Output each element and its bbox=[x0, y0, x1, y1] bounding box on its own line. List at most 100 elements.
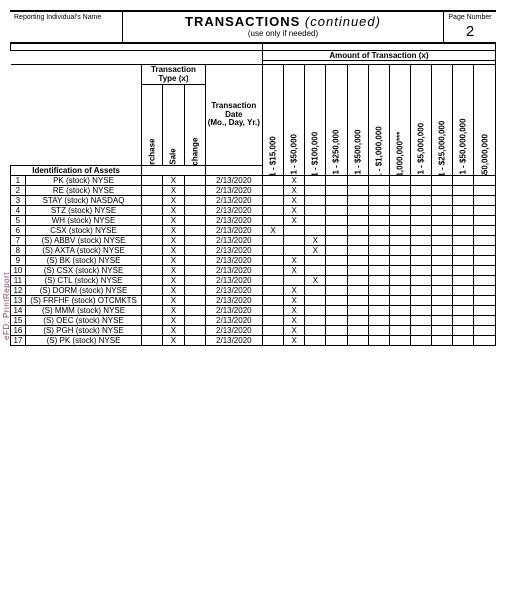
row-number: 7 bbox=[11, 236, 26, 246]
amount-cell bbox=[411, 226, 432, 236]
amount-cell: X bbox=[284, 336, 305, 346]
row-number: 12 bbox=[11, 286, 26, 296]
asset-cell: (S) FRFHF (stock) OTCMKTS bbox=[25, 296, 141, 306]
exchange-cell bbox=[184, 246, 205, 256]
amount-cell bbox=[262, 186, 283, 196]
amount-cell bbox=[347, 286, 368, 296]
purchase-cell bbox=[142, 186, 163, 196]
amount-cell bbox=[347, 216, 368, 226]
sale-cell: X bbox=[163, 196, 184, 206]
amount-cell bbox=[453, 276, 474, 286]
amount-cell bbox=[368, 326, 389, 336]
transaction-type-header: TransactionType (x) bbox=[142, 65, 205, 85]
amount-cell bbox=[347, 266, 368, 276]
amount-cell bbox=[305, 256, 326, 266]
transactions-table: Amount of Transaction (x) TransactionTyp… bbox=[10, 44, 496, 346]
amount-cell bbox=[262, 206, 283, 216]
asset-cell: RE (stock) NYSE bbox=[25, 186, 141, 196]
asset-cell: (S) MMM (stock) NYSE bbox=[25, 306, 141, 316]
table-row: 5WH (stock) NYSEX2/13/2020X bbox=[11, 216, 496, 226]
purchase-cell bbox=[142, 266, 163, 276]
table-row: 7(S) ABBV (stock) NYSEX2/13/2020X bbox=[11, 236, 496, 246]
amount-cell bbox=[411, 186, 432, 196]
sale-cell: X bbox=[163, 186, 184, 196]
asset-cell: (S) CTL (stock) NYSE bbox=[25, 276, 141, 286]
amount-cell bbox=[262, 176, 283, 186]
purchase-cell bbox=[142, 236, 163, 246]
exchange-cell bbox=[184, 276, 205, 286]
amount-cell bbox=[305, 226, 326, 236]
amount-cell bbox=[368, 246, 389, 256]
amount-cell bbox=[432, 286, 453, 296]
amount-cell bbox=[347, 206, 368, 216]
amount-cell bbox=[453, 176, 474, 186]
amount-cell bbox=[305, 336, 326, 346]
table-row: 12(S) DORM (stock) NYSEX2/13/2020X bbox=[11, 286, 496, 296]
amount-cell bbox=[474, 326, 496, 336]
amount-cell bbox=[347, 296, 368, 306]
amount-cell bbox=[326, 236, 347, 246]
row-number: 1 bbox=[11, 176, 26, 186]
amount-cell bbox=[368, 286, 389, 296]
amount-cell bbox=[432, 176, 453, 186]
row-number: 5 bbox=[11, 216, 26, 226]
amount-cell: X bbox=[284, 196, 305, 206]
amount-cell bbox=[389, 216, 410, 226]
sale-cell: X bbox=[163, 336, 184, 346]
amount-cell bbox=[347, 326, 368, 336]
amount-cell bbox=[305, 186, 326, 196]
side-watermark: eFD: PrintReport bbox=[2, 272, 11, 340]
date-cell: 2/13/2020 bbox=[205, 296, 262, 306]
sale-cell: X bbox=[163, 266, 184, 276]
amount-cell bbox=[284, 236, 305, 246]
amount-cell: X bbox=[284, 256, 305, 266]
amount-cell bbox=[326, 276, 347, 286]
amount-cell bbox=[262, 296, 283, 306]
amount-cell bbox=[262, 256, 283, 266]
amount-cell: X bbox=[284, 266, 305, 276]
amount-cell bbox=[432, 306, 453, 316]
amount-cell bbox=[368, 296, 389, 306]
table-row: 14(S) MMM (stock) NYSEX2/13/2020X bbox=[11, 306, 496, 316]
exchange-cell bbox=[184, 176, 205, 186]
amount-cell bbox=[368, 176, 389, 186]
date-cell: 2/13/2020 bbox=[205, 286, 262, 296]
table-row: 9(S) BK (stock) NYSEX2/13/2020X bbox=[11, 256, 496, 266]
amt-col-8: $5,000,001 - $25,000,000 bbox=[432, 65, 453, 176]
amount-cell bbox=[305, 206, 326, 216]
amount-cell bbox=[262, 316, 283, 326]
date-cell: 2/13/2020 bbox=[205, 196, 262, 206]
exchange-cell bbox=[184, 326, 205, 336]
amount-cell bbox=[262, 236, 283, 246]
amount-cell bbox=[474, 186, 496, 196]
exchange-cell bbox=[184, 336, 205, 346]
amount-cell bbox=[411, 336, 432, 346]
amount-cell bbox=[411, 296, 432, 306]
amount-cell bbox=[453, 296, 474, 306]
purchase-cell bbox=[142, 256, 163, 266]
amount-cell bbox=[262, 246, 283, 256]
amount-cell bbox=[474, 306, 496, 316]
sale-cell: X bbox=[163, 306, 184, 316]
date-cell: 2/13/2020 bbox=[205, 216, 262, 226]
amount-cell bbox=[368, 226, 389, 236]
amount-cell bbox=[389, 176, 410, 186]
sale-cell: X bbox=[163, 216, 184, 226]
amount-cell bbox=[411, 206, 432, 216]
amount-cell bbox=[347, 316, 368, 326]
amount-cell bbox=[453, 216, 474, 226]
amount-cell bbox=[432, 266, 453, 276]
table-row: 4STZ (stock) NYSEX2/13/2020X bbox=[11, 206, 496, 216]
amount-cell bbox=[347, 246, 368, 256]
sale-cell: X bbox=[163, 226, 184, 236]
amount-cell bbox=[262, 286, 283, 296]
amount-cell bbox=[474, 316, 496, 326]
table-row: 6CSX (stock) NYSEX2/13/2020X bbox=[11, 226, 496, 236]
amount-cell bbox=[453, 326, 474, 336]
amount-cell bbox=[284, 246, 305, 256]
amount-cell bbox=[432, 326, 453, 336]
purchase-header: Purchase bbox=[142, 85, 163, 166]
reporting-name-label: Reporting Individual's Name bbox=[10, 12, 123, 42]
amount-cell bbox=[411, 236, 432, 246]
sale-cell: X bbox=[163, 246, 184, 256]
